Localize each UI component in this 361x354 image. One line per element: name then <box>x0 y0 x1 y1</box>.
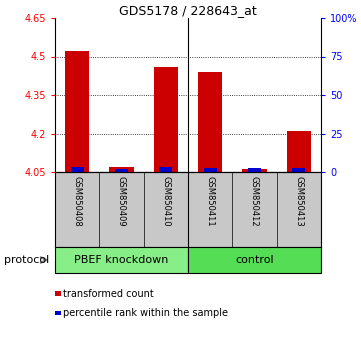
Text: PBEF knockdown: PBEF knockdown <box>74 255 169 265</box>
Bar <box>109 167 134 172</box>
Bar <box>204 169 217 172</box>
Text: percentile rank within the sample: percentile rank within the sample <box>63 308 228 318</box>
Text: control: control <box>235 255 274 265</box>
Text: GSM850408: GSM850408 <box>73 176 82 227</box>
Text: GSM850411: GSM850411 <box>206 176 215 226</box>
Title: GDS5178 / 228643_at: GDS5178 / 228643_at <box>119 4 257 17</box>
Bar <box>159 167 173 172</box>
Bar <box>154 67 178 172</box>
Text: GSM850413: GSM850413 <box>294 176 303 227</box>
Bar <box>292 169 305 172</box>
Text: transformed count: transformed count <box>63 289 153 299</box>
Bar <box>115 169 128 172</box>
Text: GSM850410: GSM850410 <box>161 176 170 226</box>
Bar <box>55 310 61 315</box>
Bar <box>188 247 321 273</box>
Text: protocol: protocol <box>4 255 49 265</box>
Bar <box>55 247 188 273</box>
Bar <box>65 51 90 172</box>
Text: GSM850412: GSM850412 <box>250 176 259 226</box>
Bar <box>198 72 222 172</box>
Bar <box>242 170 267 172</box>
Text: GSM850409: GSM850409 <box>117 176 126 226</box>
Bar <box>55 291 61 296</box>
Bar <box>70 167 84 172</box>
Bar <box>287 131 311 172</box>
Bar <box>248 169 261 172</box>
